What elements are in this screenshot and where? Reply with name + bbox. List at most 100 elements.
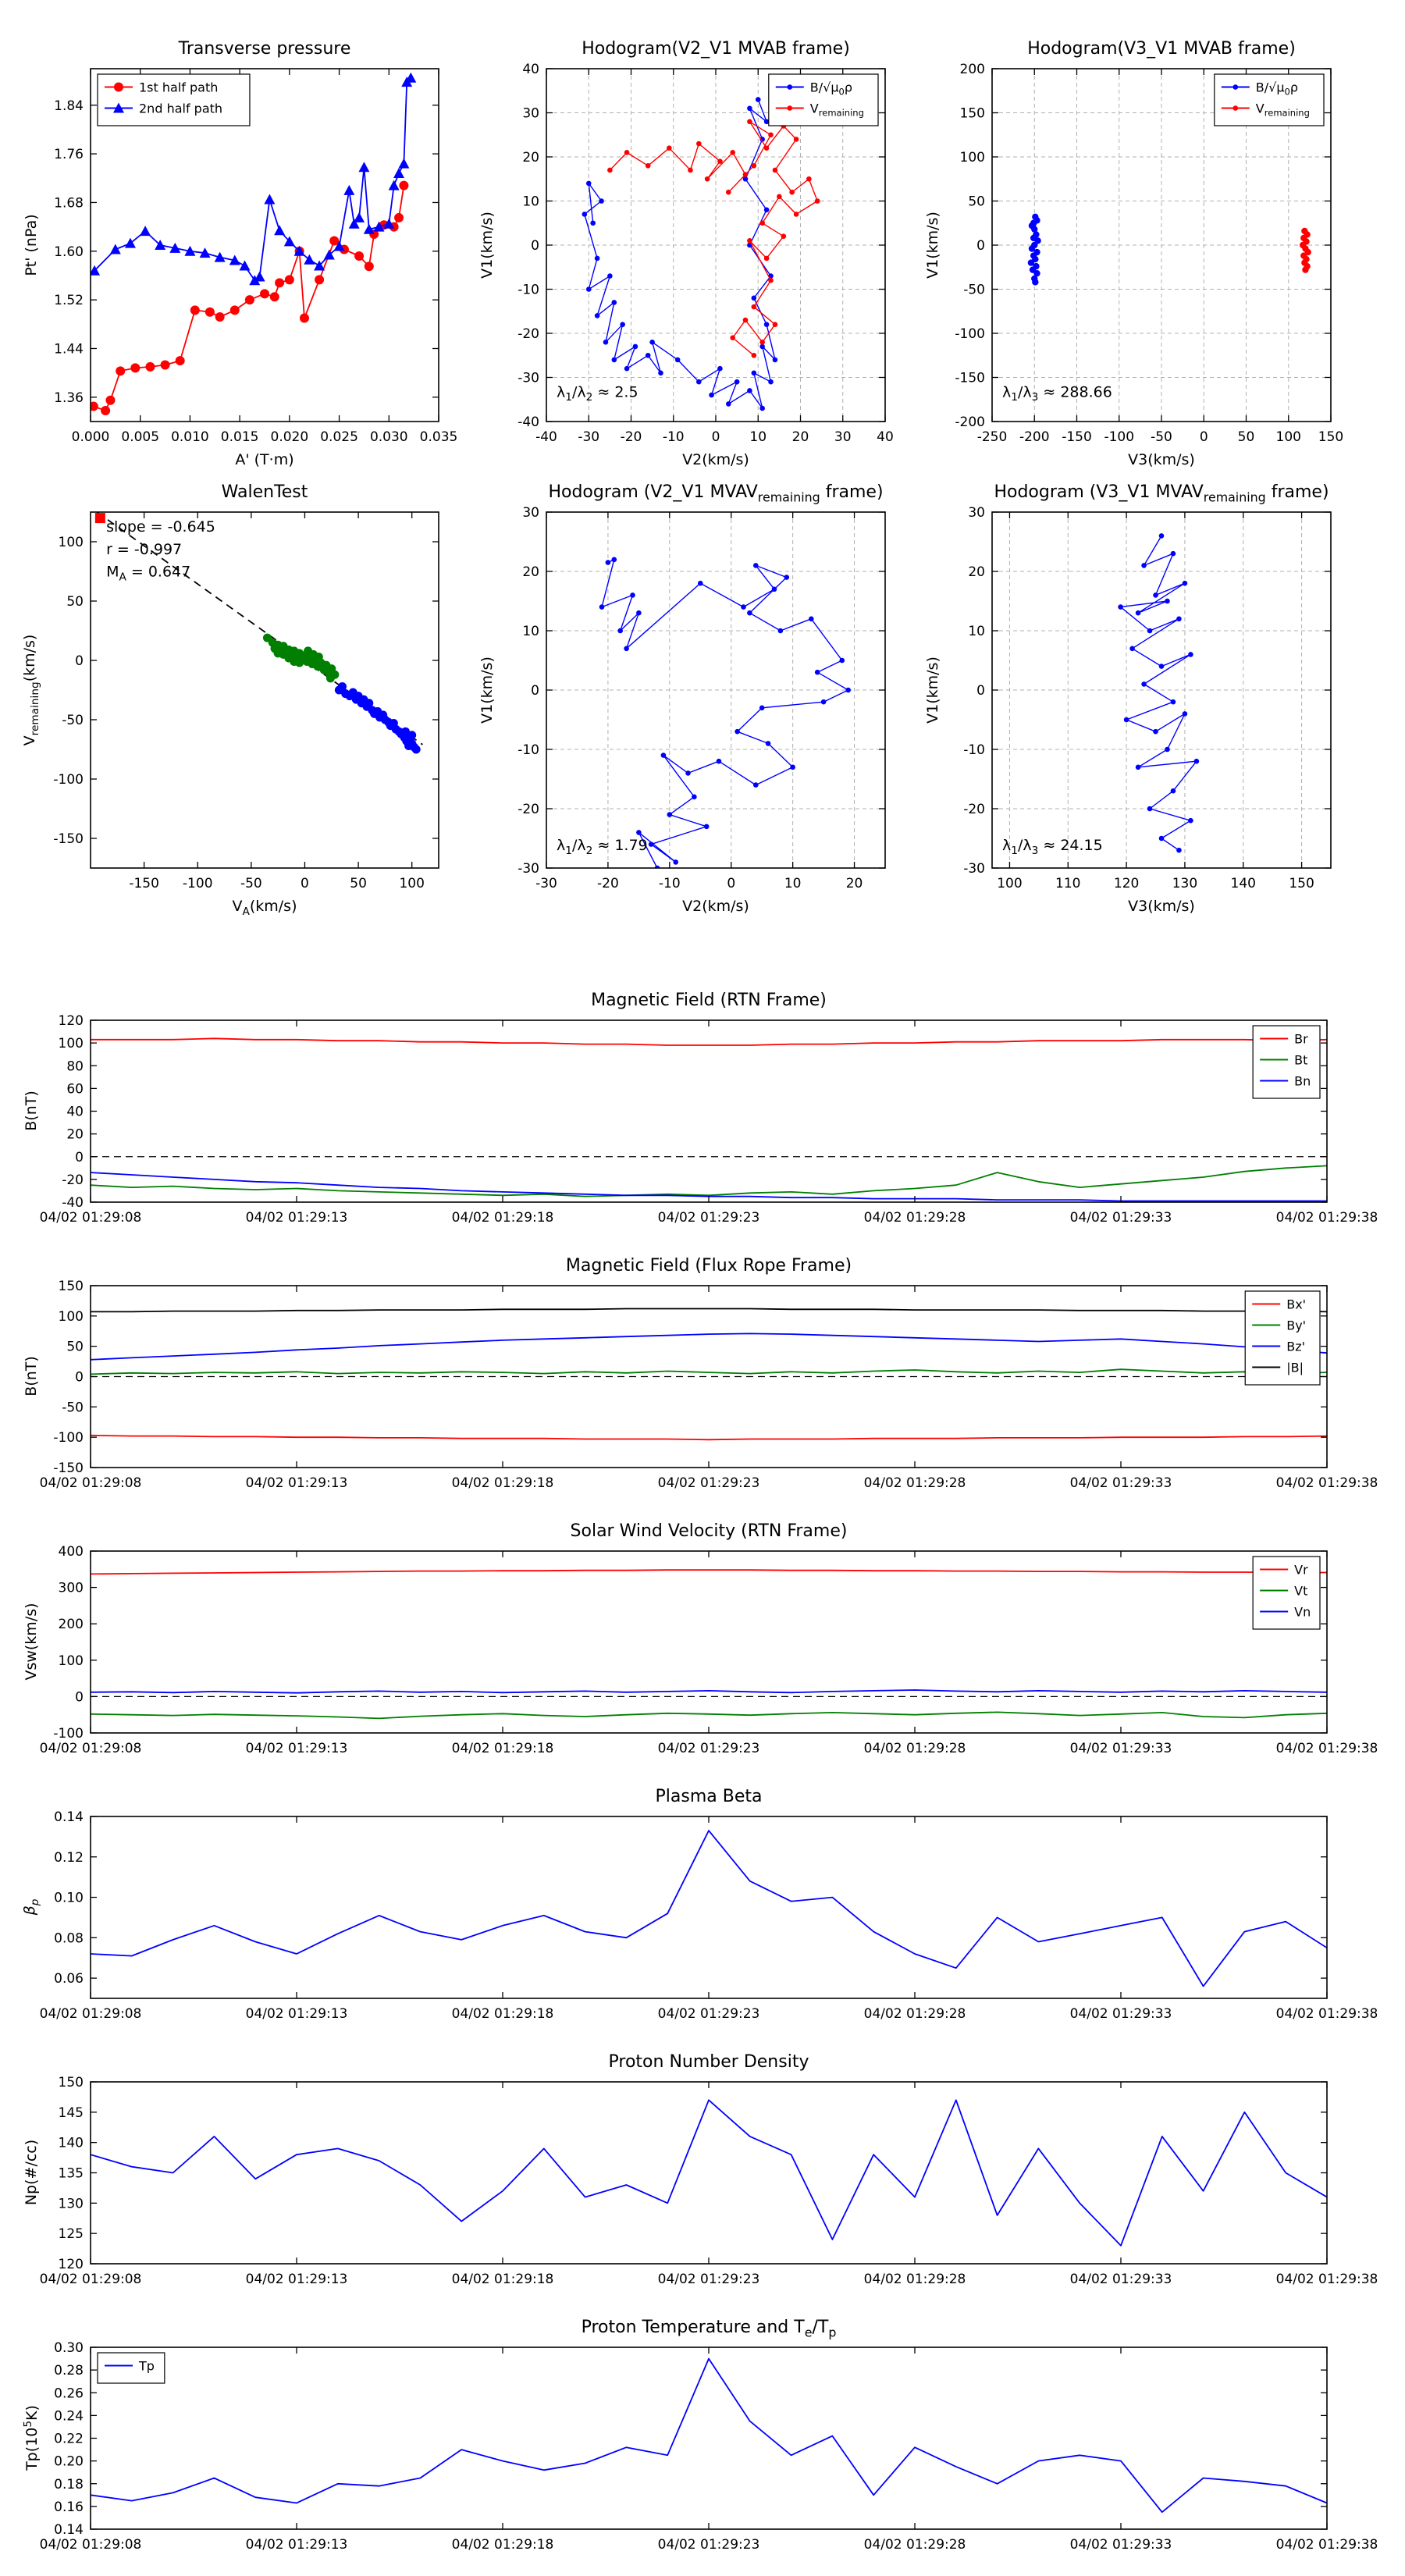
svg-text:λ1/λ2 ≈ 2.5: λ1/λ2 ≈ 2.5 bbox=[557, 383, 638, 404]
svg-text:0: 0 bbox=[75, 1370, 84, 1386]
xlabel-walen-test: VA(km/s) bbox=[232, 898, 297, 918]
svg-text:40: 40 bbox=[522, 62, 539, 77]
svg-text:Bz': Bz' bbox=[1286, 1340, 1305, 1354]
svg-text:By': By' bbox=[1286, 1318, 1306, 1333]
panel-plasma-beta: 04/02 01:29:08 04/02 01:29:13 04/02 01:29:… bbox=[40, 1809, 1378, 2022]
svg-text:04/02 01:29:13: 04/02 01:29:13 bbox=[246, 1741, 348, 1756]
panel-hodogram-v3v1-mvav: 100 110 120 130 140 150 -30 -20 -10 0 10 20 30 λ1/λ3 … bbox=[963, 505, 1332, 891]
title-hodogram-v3v1-mvav: Hodogram (V3_V1 MVAVremaining frame) bbox=[994, 482, 1329, 505]
svg-text:04/02 01:29:08: 04/02 01:29:08 bbox=[40, 2272, 142, 2287]
svg-text:50: 50 bbox=[66, 1340, 84, 1355]
svg-text:04/02 01:29:38: 04/02 01:29:38 bbox=[1276, 1210, 1378, 1226]
svg-text:04/02 01:29:23: 04/02 01:29:23 bbox=[658, 1475, 760, 1491]
svg-text:λ1/λ3 ≈ 24.15: λ1/λ3 ≈ 24.15 bbox=[1002, 837, 1103, 857]
xlabel-hodogram-v2v1-mvav: V2(km/s) bbox=[682, 898, 749, 915]
svg-text:-20: -20 bbox=[963, 802, 985, 817]
svg-text:10: 10 bbox=[522, 624, 539, 639]
svg-text:λ1/λ3 ≈ 288.66: λ1/λ3 ≈ 288.66 bbox=[1002, 383, 1112, 404]
title-proton-temperature: Proton Temperature and Te/Tp bbox=[581, 2318, 837, 2340]
svg-text:-40: -40 bbox=[62, 1195, 84, 1211]
svg-text:80: 80 bbox=[66, 1059, 84, 1074]
svg-text:140: 140 bbox=[1231, 876, 1256, 891]
xlabel-transverse-pressure: A' (T·m) bbox=[235, 451, 294, 468]
ylabel-solar-wind-velocity: Vsw(km/s) bbox=[23, 1603, 40, 1681]
series-layer-plasma-beta bbox=[91, 1830, 1327, 1987]
series-layer-proton-temperature bbox=[91, 2357, 1327, 2514]
panel-hodogram-v3v1-mvab: -250 -200 -150 -100 -50 0 50 100 150-200-150-100… bbox=[955, 62, 1343, 445]
svg-text:0.005: 0.005 bbox=[121, 429, 159, 445]
svg-text:04/02 01:29:38: 04/02 01:29:38 bbox=[1276, 2537, 1378, 2553]
svg-text:120: 120 bbox=[59, 2257, 84, 2272]
ylabel-hodogram-v2v1-mvab: V1(km/s) bbox=[478, 212, 496, 279]
panel-mag-rtn: 04/02 01:29:08 04/02 01:29:13 04/02 01:29:… bbox=[40, 1013, 1378, 1226]
svg-text:0.000: 0.000 bbox=[72, 429, 110, 445]
svg-text:120: 120 bbox=[1114, 876, 1139, 891]
svg-text:04/02 01:29:33: 04/02 01:29:33 bbox=[1070, 2537, 1172, 2553]
svg-text:1.52: 1.52 bbox=[54, 293, 84, 308]
xlabel-hodogram-v3v1-mvav: V3(km/s) bbox=[1128, 898, 1195, 915]
svg-text:30: 30 bbox=[522, 106, 539, 122]
svg-text:04/02 01:29:33: 04/02 01:29:33 bbox=[1070, 1210, 1172, 1226]
svg-text:04/02 01:29:18: 04/02 01:29:18 bbox=[452, 1475, 554, 1491]
svg-text:-50: -50 bbox=[62, 1400, 84, 1415]
svg-text:04/02 01:29:28: 04/02 01:29:28 bbox=[864, 2537, 966, 2553]
svg-text:0.12: 0.12 bbox=[54, 1850, 84, 1866]
series-layer-solar-wind-velocity bbox=[91, 1569, 1327, 1720]
ylabel-mag-rtn: B(nT) bbox=[23, 1091, 40, 1131]
ylabel-plasma-beta: βp bbox=[21, 1898, 41, 1916]
svg-text:125: 125 bbox=[59, 2226, 84, 2242]
series-layer-mag-flux-rope bbox=[91, 1308, 1327, 1441]
svg-text:Vremaining: Vremaining bbox=[810, 101, 864, 119]
svg-text:0.015: 0.015 bbox=[221, 429, 259, 445]
svg-text:30: 30 bbox=[834, 429, 852, 445]
svg-text:0: 0 bbox=[75, 653, 84, 669]
svg-text:135: 135 bbox=[59, 2166, 84, 2182]
svg-text:Vt: Vt bbox=[1294, 1584, 1307, 1599]
svg-text:-20: -20 bbox=[518, 326, 539, 342]
svg-text:04/02 01:29:08: 04/02 01:29:08 bbox=[40, 1741, 142, 1756]
svg-text:-250: -250 bbox=[977, 429, 1008, 445]
ylabel-hodogram-v3v1-mvav: V1(km/s) bbox=[924, 656, 941, 724]
svg-text:04/02 01:29:23: 04/02 01:29:23 bbox=[658, 2537, 760, 2553]
svg-text:-150: -150 bbox=[53, 1461, 84, 1476]
svg-text:04/02 01:29:23: 04/02 01:29:23 bbox=[658, 2272, 760, 2287]
svg-text:04/02 01:29:38: 04/02 01:29:38 bbox=[1276, 2272, 1378, 2287]
series-layer-proton-number-density bbox=[91, 2099, 1327, 2247]
svg-text:0: 0 bbox=[531, 238, 539, 254]
svg-text:0.16: 0.16 bbox=[54, 2500, 84, 2515]
svg-text:-10: -10 bbox=[663, 429, 685, 445]
panel-hodogram-v2v1-mvab: -40 -30 -20 -10 0 10 20 30 40 -40 -30 -20 -10 0 10 20 30… bbox=[518, 62, 894, 445]
ylabel-transverse-pressure: Pt' (nPa) bbox=[23, 214, 40, 276]
svg-text:10: 10 bbox=[522, 194, 539, 210]
series-layer-walen-test bbox=[94, 512, 423, 754]
svg-text:B/√μ0ρ: B/√μ0ρ bbox=[1256, 80, 1298, 98]
svg-text:1.36: 1.36 bbox=[54, 390, 84, 406]
svg-text:20: 20 bbox=[522, 564, 539, 580]
svg-text:Bt: Bt bbox=[1294, 1053, 1307, 1068]
svg-text:1.68: 1.68 bbox=[54, 195, 84, 211]
svg-text:04/02 01:29:08: 04/02 01:29:08 bbox=[40, 1475, 142, 1491]
xlabel-hodogram-v3v1-mvab: V3(km/s) bbox=[1128, 451, 1195, 468]
svg-text:-50: -50 bbox=[62, 713, 84, 728]
title-solar-wind-velocity: Solar Wind Velocity (RTN Frame) bbox=[570, 1521, 848, 1541]
svg-text:100: 100 bbox=[59, 1309, 84, 1325]
svg-text:10: 10 bbox=[749, 429, 767, 445]
svg-text:0.20: 0.20 bbox=[54, 2454, 84, 2470]
panel-hodogram-v2v1-mvav: -30 -20 -10 0 10 20 -30 -20 -10 0 10 20 30 λ1/λ2 ≈ 1.… bbox=[518, 505, 886, 891]
series-layer-hodogram-v3v1-mvab bbox=[1027, 213, 1311, 286]
svg-text:0.08: 0.08 bbox=[54, 1930, 84, 1946]
svg-text:04/02 01:29:28: 04/02 01:29:28 bbox=[864, 1475, 966, 1491]
svg-text:200: 200 bbox=[960, 62, 985, 77]
svg-text:20: 20 bbox=[846, 876, 863, 891]
ylabel-hodogram-v3v1-mvab: V1(km/s) bbox=[924, 212, 941, 279]
svg-text:04/02 01:29:33: 04/02 01:29:33 bbox=[1070, 2006, 1172, 2022]
ylabel-hodogram-v2v1-mvav: V1(km/s) bbox=[478, 656, 496, 724]
svg-text:100: 100 bbox=[59, 1036, 84, 1051]
svg-text:04/02 01:29:13: 04/02 01:29:13 bbox=[246, 2537, 348, 2553]
svg-text:-50: -50 bbox=[963, 283, 985, 298]
svg-text:λ1/λ2 ≈ 1.79: λ1/λ2 ≈ 1.79 bbox=[557, 837, 648, 857]
svg-text:130: 130 bbox=[1172, 876, 1197, 891]
svg-text:150: 150 bbox=[960, 106, 985, 122]
svg-text:0: 0 bbox=[1200, 429, 1208, 445]
